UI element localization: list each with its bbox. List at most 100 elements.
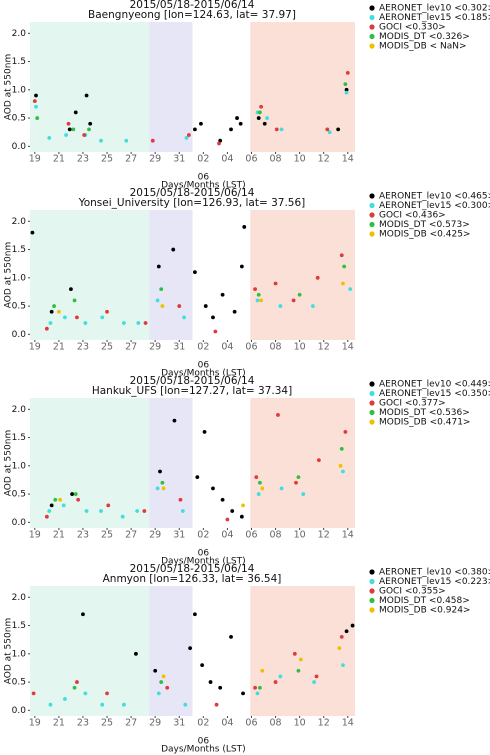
data-point [69,287,73,292]
y-axis-label: AOD at 550nm [4,54,14,120]
data-point [135,509,140,513]
x-tick-label: 25 [101,342,113,353]
data-point [238,121,243,126]
data-point [220,497,225,502]
data-point [338,463,343,468]
legend-label: MODIS_DT <0.573> [379,220,470,230]
data-point [241,691,245,696]
data-point [255,691,260,696]
data-point [258,685,262,690]
data-point [344,629,349,634]
chart-subtitle: Yonsei_University [lon=126.93, lat= 37.5… [78,197,306,209]
data-point [64,133,69,137]
data-point [180,509,185,513]
x-tick-label: 10 [294,530,306,541]
legend-label: MODIS_DB < NaN> [379,42,467,52]
x-tick-label: 29 [149,718,161,729]
data-point [99,509,103,513]
data-point [186,133,191,137]
x-tick-label: 23 [77,154,89,165]
data-point [83,321,88,325]
data-point [195,475,200,480]
legend-label: GOCI <0.377> [379,399,446,409]
data-point [100,315,105,320]
y-tick-label: 1.0 [12,85,27,95]
data-point [253,287,257,292]
x-tick-label: 02 [197,154,209,165]
data-point [53,497,58,502]
x-tick-label: 29 [149,342,161,353]
data-point [47,135,52,140]
data-point [70,492,75,496]
legend-marker [369,390,375,397]
legend-marker [369,569,375,575]
data-point [155,486,160,491]
x-tick-label: 23 [77,718,89,729]
data-point [339,253,344,258]
month-label: 06 [198,737,210,747]
legend-marker [369,578,375,585]
y-axis-label: AOD at 550nm [4,618,14,684]
data-point [155,298,160,303]
data-point [256,492,261,496]
data-point [297,292,302,297]
data-point [218,685,223,690]
legend-marker [369,400,375,406]
data-point [200,663,205,668]
data-point [34,93,38,98]
data-point [71,127,76,132]
legend-marker [369,193,375,199]
data-point [153,668,158,673]
data-point [193,127,197,132]
data-point [182,315,186,320]
data-point [344,90,349,95]
data-point [343,82,348,87]
chart-subtitle: Anmyon [lon=126.33, lat= 36.54] [103,573,282,585]
data-point [171,247,176,252]
x-tick-label: 29 [149,154,161,165]
x-tick-label: 29 [149,530,161,541]
data-point [274,127,279,132]
data-point [121,321,126,325]
x-tick-label: 14 [342,154,354,165]
y-tick-label: 1.0 [12,461,27,471]
x-tick-label: 06 [245,154,257,165]
y-axis-label: AOD at 550nm [4,242,14,308]
data-point [49,309,54,314]
data-point [142,509,147,513]
data-point [337,646,342,651]
x-tick-label: 04 [221,530,233,541]
data-point [220,292,225,297]
month-label: 06 [198,361,210,371]
legend-marker [369,33,375,40]
data-point [339,634,344,639]
data-point [58,497,62,502]
data-point [239,264,244,269]
x-tick-label: 31 [173,342,185,353]
data-point [203,304,208,308]
data-point [73,492,78,496]
period-band [149,22,193,152]
data-point [259,104,264,109]
data-point [183,702,188,707]
x-axis-label: Days/Months (LST) [161,745,246,755]
legend-label: AERONET_lev10 <0.302> [379,4,490,14]
y-tick-label: 1.5 [12,57,26,67]
period-band [250,22,355,152]
legend-marker [369,588,375,594]
data-point [310,304,315,308]
x-tick-label: 19 [29,342,41,353]
data-point [31,691,36,696]
x-tick-label: 10 [294,154,306,165]
legend-marker [369,419,375,425]
legend-marker [369,221,375,228]
data-point [235,116,239,120]
data-point [341,663,345,668]
data-point [350,623,355,628]
x-tick-label: 12 [318,154,330,165]
legend-marker [369,597,375,604]
data-point [211,486,215,491]
x-tick-label: 23 [77,530,89,541]
x-tick-label: 31 [173,154,185,165]
data-point [193,270,197,275]
